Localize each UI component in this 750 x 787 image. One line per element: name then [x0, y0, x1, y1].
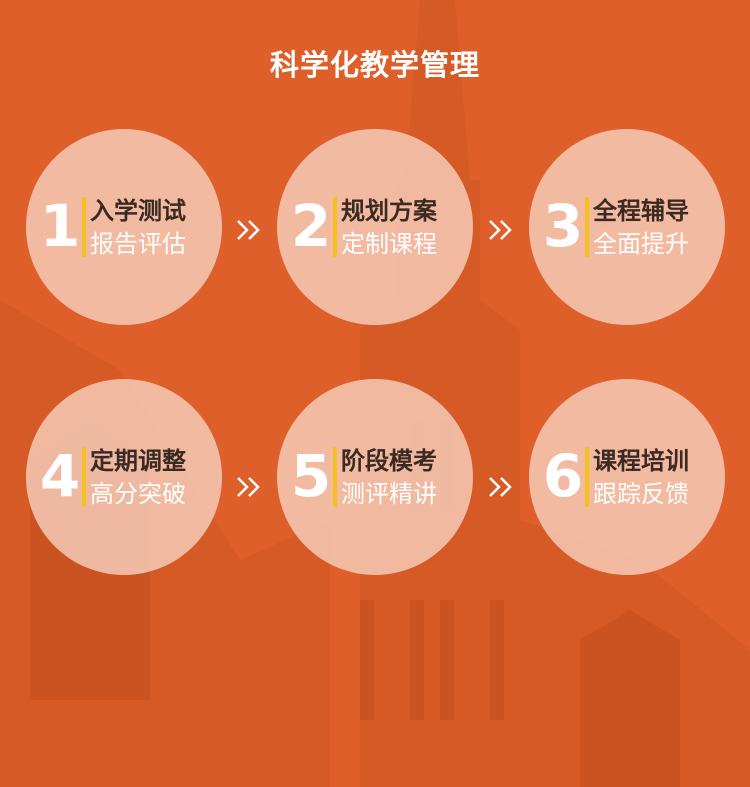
step-circle-6: 6 课程培训 跟踪反馈 [529, 379, 725, 575]
step-title: 入学测试 [90, 197, 186, 225]
step-subtitle: 全面提升 [593, 230, 689, 258]
double-chevron-right-icon [489, 477, 512, 497]
double-chevron-right-icon [489, 220, 512, 240]
step-subtitle: 跟踪反馈 [593, 480, 689, 508]
step-title: 课程培训 [593, 447, 689, 475]
step-circle-4: 4 定期调整 高分突破 [26, 379, 222, 575]
step-title: 规划方案 [341, 197, 437, 225]
step-title: 定期调整 [90, 447, 186, 475]
step-number: 6 [542, 442, 584, 510]
accent-bar [333, 197, 337, 257]
step-number: 1 [39, 192, 81, 260]
accent-bar [585, 447, 589, 507]
step-number: 2 [290, 192, 332, 260]
accent-bar [585, 197, 589, 257]
step-circle-1: 1 入学测试 报告评估 [26, 129, 222, 325]
step-circle-3: 3 全程辅导 全面提升 [529, 129, 725, 325]
double-chevron-right-icon [237, 477, 260, 497]
step-subtitle: 报告评估 [90, 230, 186, 258]
step-subtitle: 测评精讲 [341, 480, 437, 508]
step-circle-2: 2 规划方案 定制课程 [277, 129, 473, 325]
step-subtitle: 定制课程 [341, 230, 437, 258]
step-title: 阶段模考 [341, 447, 437, 475]
accent-bar [333, 447, 337, 507]
step-circle-5: 5 阶段模考 测评精讲 [277, 379, 473, 575]
double-chevron-right-icon [237, 220, 260, 240]
accent-bar [82, 447, 86, 507]
step-number: 4 [39, 442, 81, 510]
step-title: 全程辅导 [593, 197, 689, 225]
step-number: 5 [290, 442, 332, 510]
step-number: 3 [542, 192, 584, 260]
page-title: 科学化教学管理 [269, 48, 480, 82]
step-subtitle: 高分突破 [90, 480, 186, 508]
accent-bar [82, 197, 86, 257]
